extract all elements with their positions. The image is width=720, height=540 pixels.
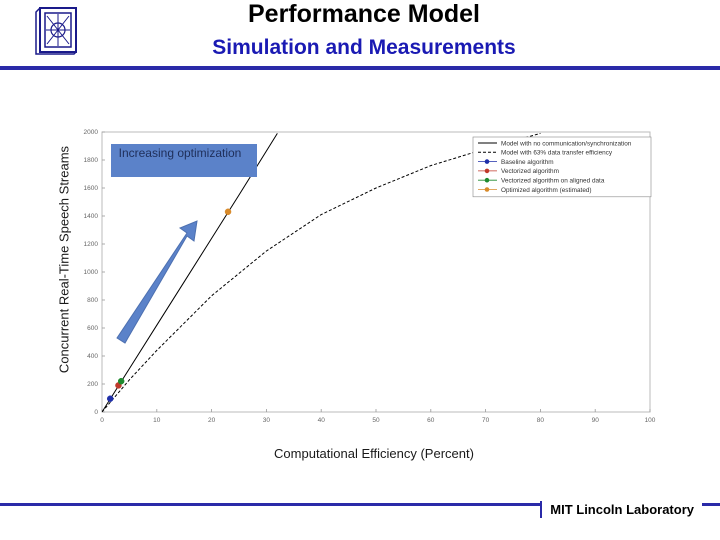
data-point-5: [224, 208, 232, 216]
footer-rule: [0, 503, 720, 506]
legend-box: [472, 136, 652, 198]
y-tick-label: 2000: [84, 129, 99, 136]
y-tick-label: 400: [87, 353, 98, 360]
legend-label: Vectorized algorithm: [501, 168, 559, 175]
y-tick-label: 1200: [84, 241, 99, 248]
series-line-0: [102, 133, 278, 412]
y-tick-label: 1000: [84, 269, 99, 276]
x-tick-label: 60: [427, 417, 435, 424]
slide-subtitle: Simulation and Measurements: [212, 36, 516, 59]
x-tick-label: 70: [482, 417, 490, 424]
legend-marker: [484, 168, 490, 174]
legend-label: Optimized algorithm (estimated): [501, 187, 592, 194]
x-tick-label: 50: [372, 417, 380, 424]
callout-box: [111, 144, 257, 177]
legend-marker: [484, 187, 490, 192]
x-tick-label: 80: [537, 417, 545, 424]
y-axis-label: Concurrent Real-Time Speech Streams: [56, 145, 72, 374]
slide-title: Performance Model: [247, 0, 480, 28]
x-tick-label: 0: [100, 417, 104, 424]
series-line-1: [102, 132, 541, 412]
x-tick-label: 30: [263, 417, 271, 424]
legend-label: Baseline algorithm: [501, 159, 554, 166]
x-tick-label: 90: [592, 417, 600, 424]
x-tick-label: 100: [645, 417, 656, 424]
legend-label: Vectorized algorithm on aligned data: [501, 178, 605, 185]
data-point-4: [117, 377, 125, 385]
x-axis-label: Computational Efficiency (Percent): [274, 446, 474, 461]
x-tick-label: 40: [318, 417, 326, 424]
footer-label: MIT Lincoln Laboratory: [540, 501, 702, 518]
legend-label: Model with no communication/synchronizat…: [501, 140, 632, 147]
y-tick-label: 200: [87, 381, 98, 388]
optimization-arrow: [116, 220, 198, 344]
header-rule: [0, 66, 720, 70]
legend-marker: [484, 159, 490, 164]
y-tick-label: 1400: [84, 213, 99, 220]
lincoln-lab-logo: [35, 7, 77, 55]
legend-marker: [484, 177, 490, 183]
x-tick-label: 10: [153, 417, 161, 424]
data-point-2: [106, 395, 114, 402]
y-tick-label: 1800: [84, 157, 99, 164]
y-tick-label: 0: [94, 409, 98, 416]
y-tick-label: 800: [87, 297, 98, 304]
y-tick-label: 1600: [84, 185, 99, 192]
y-tick-label: 600: [87, 325, 98, 332]
legend-label: Model with 63% data transfer efficiency: [501, 150, 613, 157]
x-tick-label: 20: [208, 417, 216, 424]
callout-text: Increasing optimization: [118, 146, 242, 160]
